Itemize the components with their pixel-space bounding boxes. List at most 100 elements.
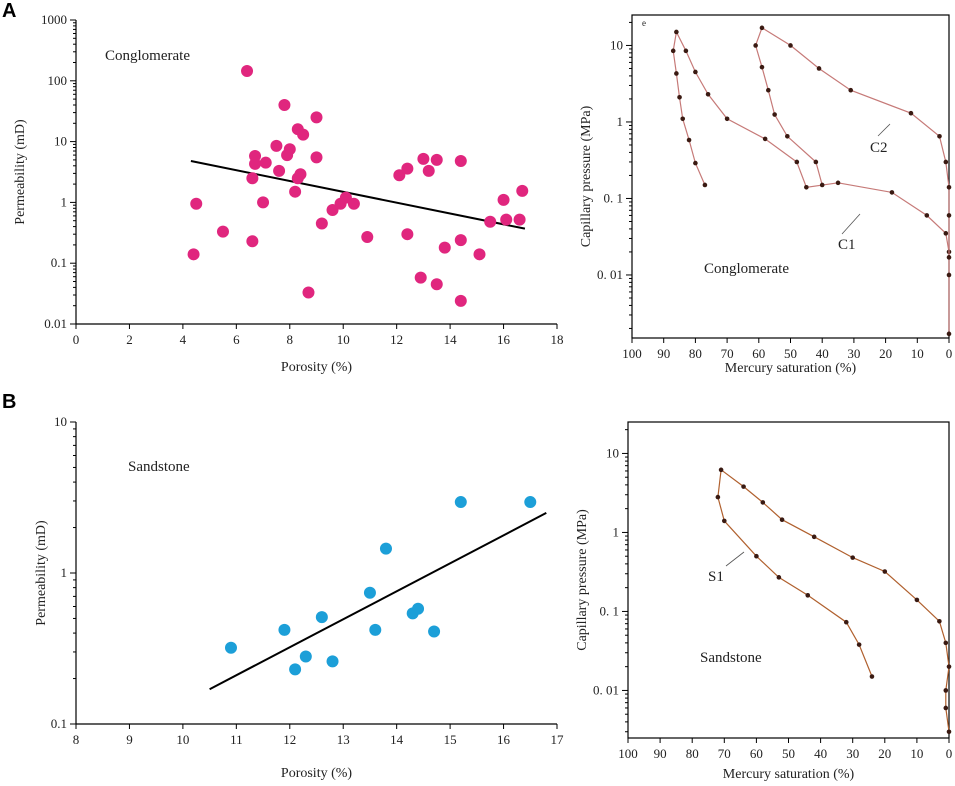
data-point (278, 623, 291, 636)
curve-point (759, 64, 765, 70)
x-tick-label: 10 (910, 746, 923, 761)
data-point (270, 139, 283, 152)
y-axis-title: Capillary pressure (MPa) (575, 509, 590, 651)
curve-point (680, 116, 686, 122)
data-point (524, 496, 537, 509)
data-point (412, 602, 425, 615)
x-tick-label: 40 (816, 346, 829, 361)
data-point (428, 625, 441, 638)
y-axis-title: Permeability (mD) (34, 520, 49, 626)
data-point (249, 157, 262, 170)
data-point (224, 641, 237, 654)
y-tick-label: 0. 1 (600, 603, 620, 618)
plot-frame (627, 421, 950, 739)
data-point (516, 184, 529, 197)
curve-point (813, 159, 819, 165)
curve-point (869, 674, 875, 679)
x-tick-label: 90 (657, 346, 670, 361)
curve-point (946, 184, 952, 190)
x-tick-label: 30 (847, 346, 860, 361)
curve-point (835, 180, 841, 186)
data-point (401, 228, 414, 241)
curve-point (943, 231, 949, 236)
x-tick-label: 30 (846, 746, 859, 761)
data-point (347, 197, 360, 210)
curve-point (804, 184, 809, 190)
data-point (257, 196, 270, 209)
data-point (430, 153, 443, 166)
data-point (294, 168, 307, 181)
x-tick-label: 15 (444, 732, 457, 747)
data-point (454, 154, 467, 167)
y-tick-label: 1 (617, 114, 624, 129)
x-tick-label: 9 (126, 732, 133, 747)
curve-point (811, 534, 817, 540)
y-tick-label: 10 (610, 37, 623, 52)
curve-label-leader (841, 213, 861, 235)
data-point (289, 185, 302, 198)
x-tick-label: 13 (337, 732, 350, 747)
panel-label-b: B (2, 391, 16, 413)
curve-point (914, 597, 920, 603)
data-point (361, 230, 374, 243)
curve-point (760, 500, 766, 505)
curve-point (937, 619, 942, 624)
curve-point (779, 517, 785, 522)
curve-point (805, 593, 811, 598)
x-tick-label: 40 (814, 746, 827, 761)
y-tick-label: 0. 01 (597, 267, 623, 282)
curve-point (741, 484, 746, 489)
curve-label-c2: C2 (870, 140, 888, 156)
rock-type-annotation: Sandstone (700, 650, 762, 666)
curve-point (722, 518, 727, 524)
y-tick-label: 1 (613, 524, 620, 539)
curve-point (819, 182, 825, 188)
y-tick-label: 1000 (41, 12, 67, 27)
curve-point (686, 137, 692, 143)
y-axis-title: Capillary pressure (MPa) (579, 105, 594, 247)
x-tick-label: 17 (551, 732, 565, 747)
y-axis-title: Permeability (mD) (13, 119, 28, 225)
data-point (241, 64, 254, 77)
y-tick-label: 0. 1 (604, 190, 624, 205)
data-point (500, 213, 513, 226)
data-point (246, 235, 259, 248)
data-point (379, 542, 392, 555)
data-point (414, 271, 427, 284)
curve-point (674, 71, 679, 76)
curve-point (718, 467, 724, 473)
rock-type-annotation: Sandstone (128, 459, 190, 475)
curve-point (943, 159, 949, 165)
data-point (422, 164, 435, 177)
data-point (315, 611, 328, 624)
data-point (417, 152, 430, 165)
curve-label-leader (877, 123, 891, 137)
data-point (289, 663, 302, 676)
curve-point (937, 133, 942, 139)
x-tick-label: 80 (686, 746, 699, 761)
y-tick-label: 1 (61, 565, 68, 580)
data-point (430, 278, 443, 291)
curve-point (946, 255, 952, 260)
data-point (473, 248, 486, 261)
data-point (299, 650, 312, 663)
curve-s1 (717, 468, 950, 732)
curve-point (702, 182, 708, 188)
data-point (302, 286, 315, 299)
x-tick-label: 100 (618, 746, 638, 761)
curve-point (674, 29, 679, 35)
data-point (369, 623, 382, 636)
x-tick-label: 12 (283, 732, 296, 747)
curve-point (794, 159, 800, 165)
y-tick-label: 10 (54, 134, 67, 149)
data-point (283, 143, 296, 156)
x-tick-label: 8 (287, 332, 294, 347)
data-point (363, 586, 376, 599)
x-tick-label: 16 (497, 332, 511, 347)
corner-label: e (642, 18, 646, 28)
data-point (497, 193, 510, 206)
rock-type-annotation: Conglomerate (105, 48, 190, 64)
curve-point (850, 555, 855, 560)
x-tick-label: 20 (878, 746, 891, 761)
